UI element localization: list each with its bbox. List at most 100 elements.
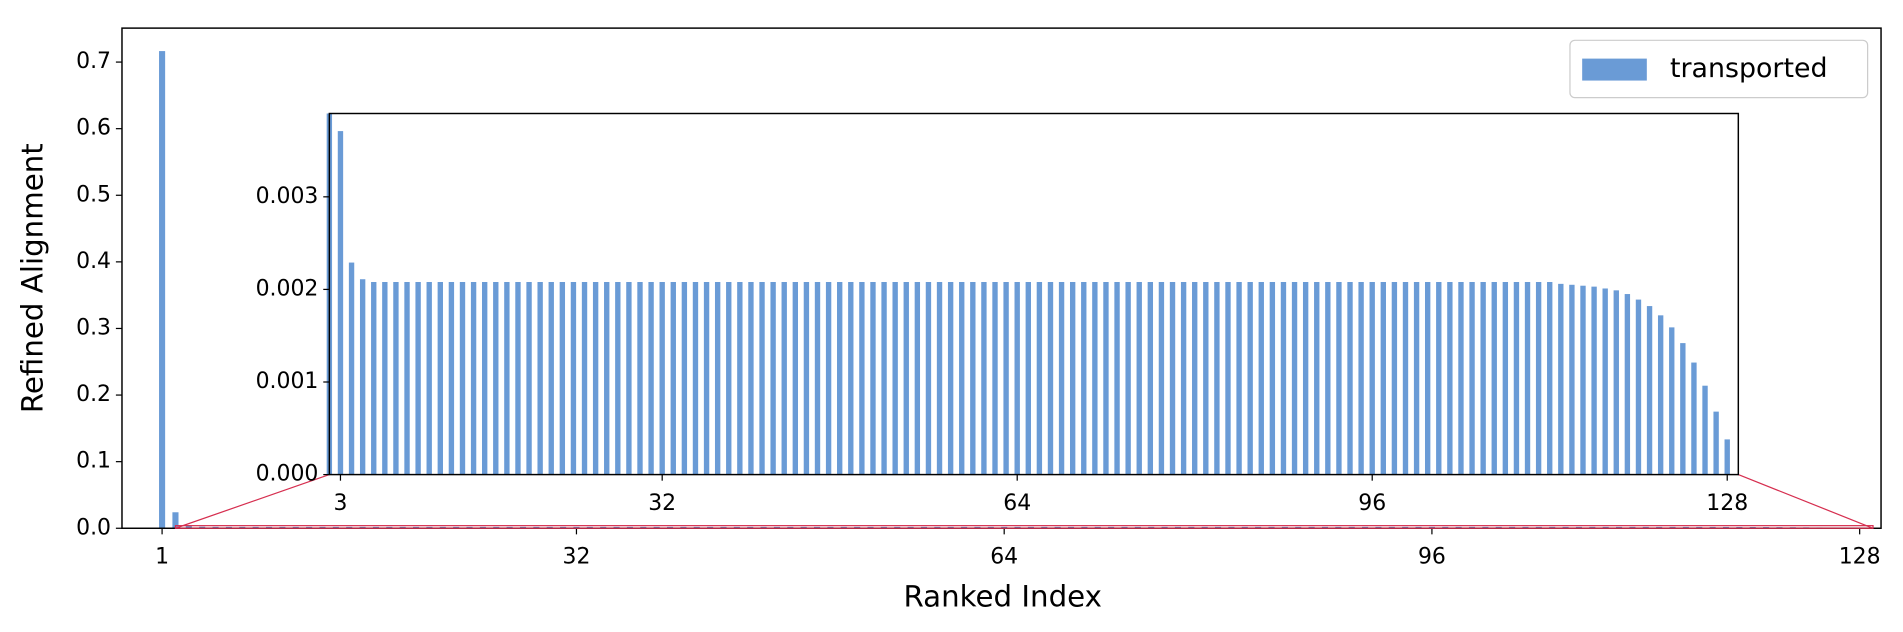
y-tick-label: 0.0 [76,515,111,540]
bar [1325,282,1331,475]
x-axis-label: Ranked Index [903,579,1102,613]
bar [748,282,754,475]
bar [681,282,688,475]
bar [1169,282,1176,475]
bar [1136,282,1142,475]
legend: transported [1569,39,1869,99]
bar [348,262,355,475]
bar [1247,282,1253,475]
bar [1025,282,1031,475]
bar [437,282,443,475]
bar [1092,282,1098,475]
bar [581,282,588,475]
bar [848,282,854,475]
bar [1314,282,1320,475]
bar [1713,411,1719,475]
bar [1003,282,1009,475]
bar [604,282,610,475]
bar [737,282,743,475]
bar [1547,282,1553,475]
bar [892,282,898,475]
bar [626,282,632,475]
zoom-box [174,525,1874,529]
bar [670,282,676,475]
bar [1069,282,1076,475]
bar [1535,282,1542,475]
bar [1291,282,1298,475]
bar [1436,282,1442,475]
bar [1580,285,1586,475]
bar [759,282,765,475]
bar [1269,282,1276,475]
bar [859,282,865,475]
bar [470,282,477,475]
bar [1336,282,1342,475]
bar [1602,288,1608,475]
y-tick-label: 0.001 [256,369,319,394]
bar [1669,327,1675,475]
bar [592,282,599,475]
bar [1491,282,1497,475]
bar [404,282,410,475]
bar [1302,282,1309,475]
bar [1447,282,1453,475]
bar [159,51,166,529]
bar [1280,282,1287,475]
bar [1036,282,1043,475]
y-tick-label: 0.5 [76,182,111,207]
bar [371,282,377,475]
bar [559,282,566,475]
y-tick-label: 0.1 [76,449,111,474]
y-tick-label: 0.000 [256,462,319,487]
bar [1014,282,1020,475]
bar [1413,282,1420,475]
bar [992,282,998,475]
bar [359,279,366,475]
y-tick-label: 0.002 [256,276,319,301]
bar [448,282,455,475]
bar [1047,282,1054,475]
bar [659,282,665,475]
bar [1236,282,1242,475]
bar [1147,282,1154,475]
bar [1591,286,1597,475]
x-tick-label: 128 [1839,545,1881,570]
bar [1724,439,1730,475]
x-tick-label: 96 [1418,545,1446,570]
bar [459,282,466,475]
bar [1624,294,1631,475]
bar [903,282,909,475]
bar [770,282,776,475]
bar [570,282,577,475]
bar [1391,282,1398,475]
bar [1502,282,1509,475]
bar [1480,282,1486,475]
y-tick-label: 0.6 [76,116,111,141]
bar [393,282,399,475]
bar [1358,282,1364,475]
y-tick-label: 0.3 [76,315,111,340]
bar [1380,282,1386,475]
bar [825,282,832,475]
bar [703,282,710,475]
bar [1058,282,1065,475]
bar [714,282,721,475]
plot-frame [328,112,1740,476]
bar [692,282,699,475]
bar [537,282,543,475]
bar [615,282,621,475]
x-tick-label: 3 [333,491,347,516]
bar [548,282,554,475]
bar [1114,282,1120,475]
bar [781,282,787,475]
bar [1657,315,1664,475]
x-tick-label: 128 [1706,491,1748,516]
bar [1646,306,1653,475]
bar [481,282,488,475]
bar [637,282,643,475]
bar [1524,282,1531,475]
legend-swatch [1582,58,1647,81]
bar [925,282,932,475]
